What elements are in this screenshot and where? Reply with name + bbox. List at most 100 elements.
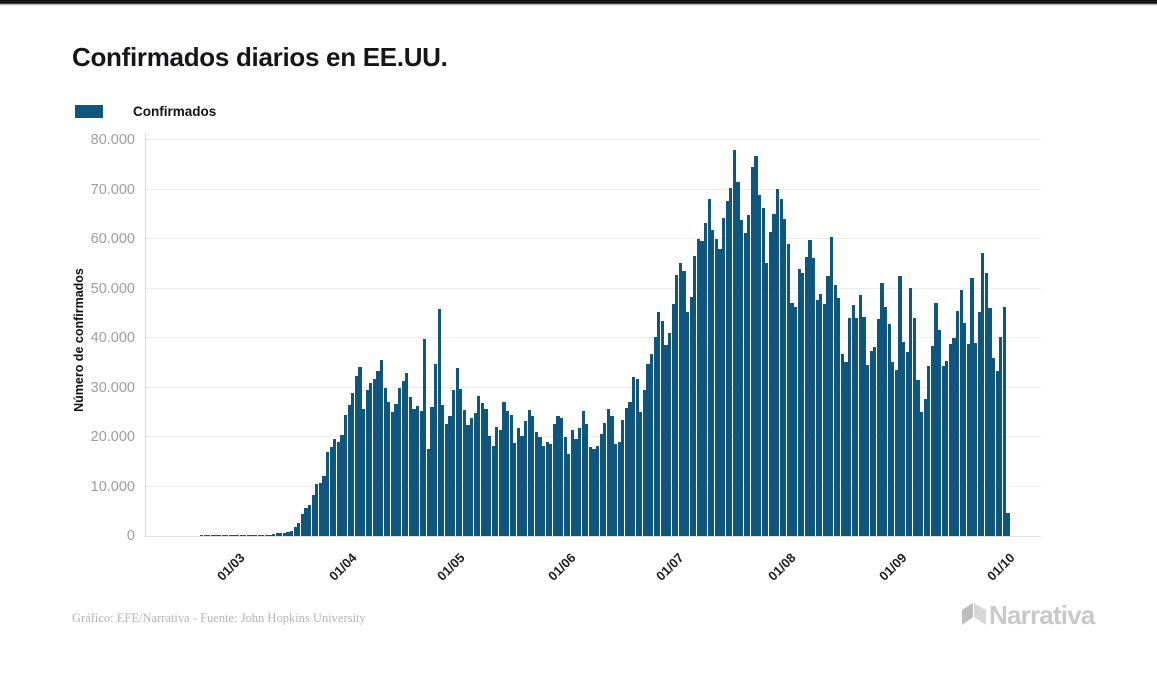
bar — [851, 305, 855, 536]
bar — [423, 338, 427, 536]
y-tick-label: 30.000 — [90, 379, 135, 396]
bar — [221, 535, 225, 536]
bar — [837, 298, 841, 536]
bar — [948, 343, 952, 536]
narrativa-n-icon — [962, 603, 986, 625]
bar — [941, 366, 945, 536]
bar — [952, 337, 956, 536]
bar — [362, 409, 366, 536]
bar — [534, 431, 538, 536]
bar — [707, 199, 711, 536]
bar — [412, 409, 416, 536]
bar — [812, 258, 816, 536]
bar — [855, 318, 859, 536]
bar — [909, 288, 913, 536]
bar — [275, 533, 279, 536]
bar — [999, 337, 1003, 536]
bar — [268, 534, 272, 536]
bar — [916, 380, 920, 536]
bar — [822, 304, 826, 536]
bar — [462, 409, 466, 536]
bar — [624, 408, 628, 536]
gridline — [146, 287, 1041, 289]
bar — [833, 284, 837, 536]
bar — [293, 527, 297, 536]
bar — [725, 201, 729, 536]
bar — [930, 346, 934, 536]
bar — [570, 430, 574, 536]
bar — [750, 167, 754, 536]
bar — [477, 395, 481, 536]
y-tick-label: 60.000 — [90, 231, 135, 247]
bar — [617, 442, 621, 536]
source-credit: Gráfico: EFE/Narrativa - Fuente: John Ho… — [72, 611, 366, 625]
bar — [905, 351, 909, 536]
bar — [239, 535, 243, 536]
y-tick-label: 50.000 — [90, 280, 135, 297]
bar — [567, 453, 571, 536]
logo-text: Narrativa — [989, 600, 1095, 630]
bar — [329, 446, 333, 536]
legend-swatch — [75, 105, 103, 118]
bar — [581, 411, 585, 536]
x-tick-label: 01/06 — [545, 550, 579, 584]
bar — [236, 535, 240, 536]
bar — [664, 344, 668, 536]
bar — [426, 448, 430, 536]
bar — [815, 299, 819, 536]
bar — [772, 213, 776, 536]
bar — [650, 354, 654, 536]
bar — [628, 401, 632, 536]
bar — [452, 389, 456, 536]
bar — [524, 420, 528, 536]
bar — [225, 535, 229, 536]
y-tick-label: 40.000 — [90, 330, 135, 346]
bar — [387, 401, 391, 536]
bar — [254, 535, 258, 536]
bar — [920, 412, 924, 536]
bar — [272, 534, 276, 536]
bar — [873, 346, 877, 536]
bar — [959, 290, 963, 536]
bar — [992, 357, 996, 536]
bar — [549, 443, 553, 536]
bar — [398, 388, 402, 536]
bar — [365, 389, 369, 536]
bar — [606, 409, 610, 536]
bar — [585, 424, 589, 536]
bar — [520, 435, 524, 536]
x-tick-label: 01/08 — [764, 550, 799, 584]
bar — [635, 379, 639, 536]
bar — [336, 441, 340, 536]
bar — [592, 449, 596, 536]
bar — [765, 263, 769, 536]
bar — [675, 274, 679, 536]
bar — [819, 293, 823, 536]
bar — [642, 389, 646, 536]
bar — [376, 371, 380, 536]
bar — [747, 215, 751, 536]
bar — [776, 189, 780, 536]
bar — [563, 437, 567, 536]
bar — [700, 240, 704, 536]
bar — [714, 238, 718, 536]
bar — [351, 393, 355, 536]
bar — [300, 513, 304, 536]
bar — [963, 322, 967, 536]
bar — [588, 447, 592, 536]
bar — [290, 531, 294, 536]
bar — [981, 252, 985, 536]
bar — [599, 433, 603, 536]
bar — [444, 424, 448, 536]
bar — [660, 320, 664, 536]
bar — [826, 276, 830, 536]
bar — [902, 342, 906, 536]
bar — [574, 438, 578, 536]
bar — [736, 181, 740, 536]
bar — [207, 535, 211, 536]
bar — [891, 361, 895, 536]
bar — [794, 306, 798, 536]
bar — [869, 350, 873, 536]
bar — [884, 307, 888, 536]
